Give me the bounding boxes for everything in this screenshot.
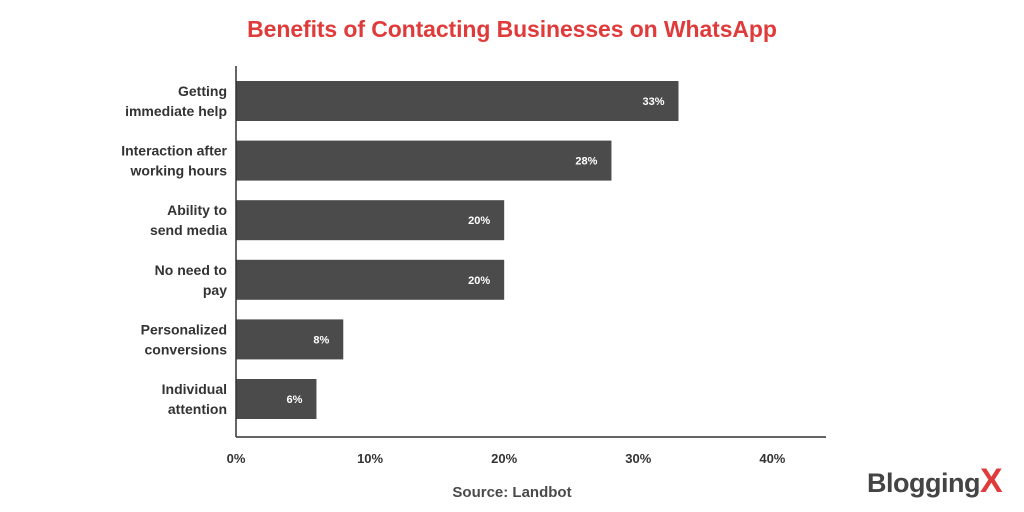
category-label: conversions [145,341,228,357]
category-label: immediate help [125,103,227,119]
bloggingx-logo: BloggingX [867,462,1003,500]
bar [236,319,344,360]
bar [236,81,679,121]
category-label: Personalized [141,321,227,337]
bar-value-label: 20% [468,275,490,287]
bar-value-labels: 33% 28% 20% 20% 8% 6% [287,96,665,406]
bar-value-label: 33% [642,96,664,108]
bars-group [236,81,679,419]
bar-value-label: 20% [468,215,490,227]
category-label: Individual [162,381,227,397]
category-label: No need to [155,262,227,278]
bar [236,200,505,241]
x-tick-label: 10% [357,451,383,466]
category-label: pay [203,282,227,298]
x-tick-label: 0% [227,451,246,466]
category-labels: Getting immediate help Interaction after wo… [121,83,227,417]
bar-value-label: 6% [287,394,303,406]
category-label: Getting [178,83,227,99]
chart-title: Benefits of Contacting Businesses on Wha… [247,16,777,42]
bar-value-label: 28% [575,156,597,168]
category-label: Interaction after [121,143,227,159]
bar [236,259,505,300]
x-tick-labels: 0% 10% 20% 30% 40% [227,451,786,466]
x-tick-label: 20% [491,451,517,466]
logo-x-mark: X [979,462,1003,500]
logo-wordmark: Blogging [867,468,980,498]
x-tick-label: 30% [625,451,651,466]
bar [236,379,317,419]
axes [235,66,826,438]
category-label: Ability to [167,202,227,218]
category-label: attention [168,401,227,417]
source-note: Source: Landbot [452,484,572,501]
category-label: send media [150,222,227,238]
category-label: working hours [130,163,228,179]
x-tick-label: 40% [759,451,785,466]
bar-value-label: 8% [313,334,329,346]
bar [236,140,612,181]
